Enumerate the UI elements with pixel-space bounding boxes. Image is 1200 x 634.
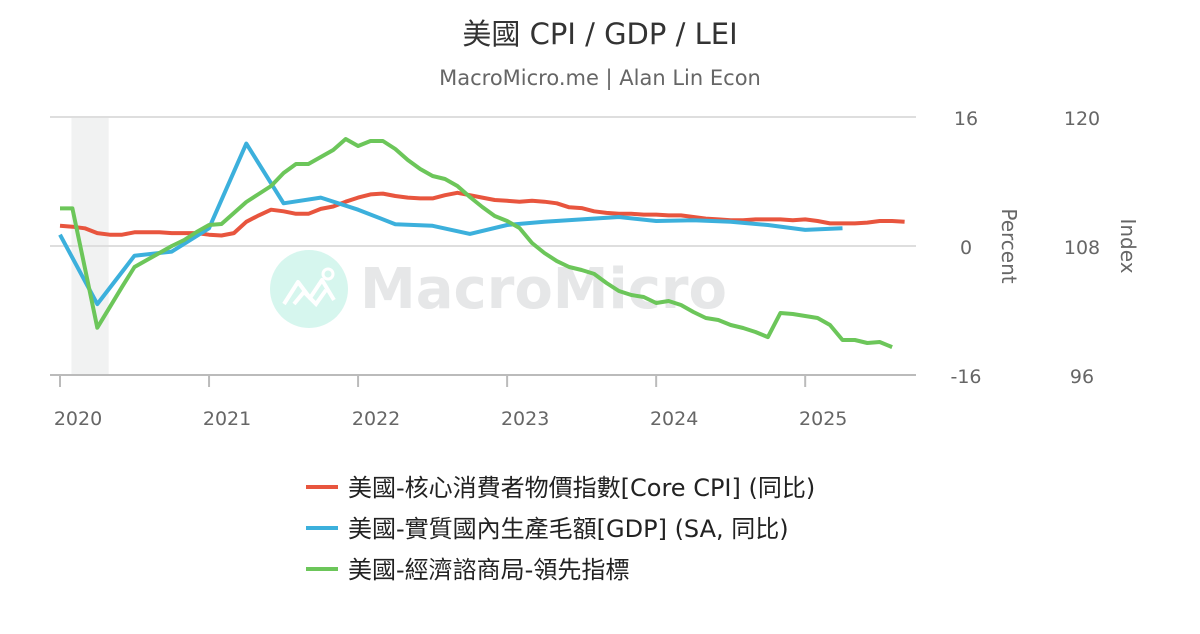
series-line-1 <box>58 141 843 307</box>
chart-title: 美國 CPI / GDP / LEI <box>462 17 737 51</box>
legend-item[interactable]: 美國-經濟諮商局-領先指標 <box>306 556 629 584</box>
x-tick-label: 2020 <box>54 408 102 430</box>
legend: 美國-核心消費者物價指數[Core CPI] (同比) 美國-實質國內生產毛額[G… <box>306 474 815 584</box>
legend-label: 美國-經濟諮商局-領先指標 <box>348 556 629 584</box>
legend-label: 美國-實質國內生產毛額[GDP] (SA, 同比) <box>348 515 789 543</box>
left-tick-label: 0 <box>960 237 972 259</box>
x-tick-label: 2022 <box>352 408 400 430</box>
x-tick-label: 2023 <box>501 408 549 430</box>
x-tick-label: 2021 <box>203 408 251 430</box>
chart-subtitle: MacroMicro.me | Alan Lin Econ <box>439 66 761 91</box>
left-tick-label: -16 <box>950 366 981 388</box>
right-axis-label: Index <box>1116 218 1140 273</box>
left-axis-label: Percent <box>997 208 1021 283</box>
watermark-logo-icon <box>270 250 348 328</box>
watermark: MacroMicro <box>270 250 727 328</box>
right-tick-label: 108 <box>1064 237 1100 259</box>
left-tick-label: 16 <box>954 108 978 130</box>
series-line-2 <box>60 137 893 349</box>
right-tick-label: 96 <box>1070 366 1094 388</box>
legend-label: 美國-核心消費者物價指數[Core CPI] (同比) <box>348 474 815 502</box>
legend-item[interactable]: 美國-實質國內生產毛額[GDP] (SA, 同比) <box>306 515 789 543</box>
x-tick-label: 2025 <box>799 408 847 430</box>
watermark-text: MacroMicro <box>360 257 727 322</box>
x-tick-label: 2024 <box>650 408 698 430</box>
right-tick-label: 120 <box>1064 108 1100 130</box>
legend-item[interactable]: 美國-核心消費者物價指數[Core CPI] (同比) <box>306 474 815 502</box>
